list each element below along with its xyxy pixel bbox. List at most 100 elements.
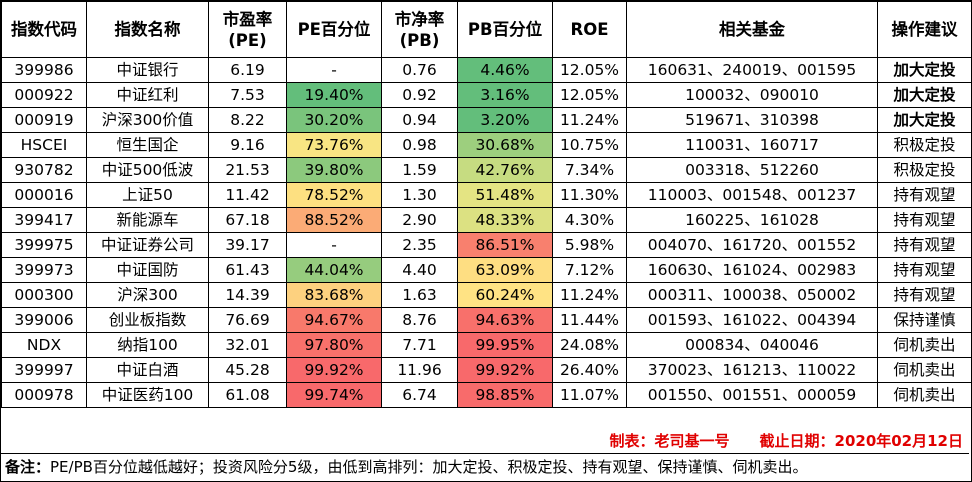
cell-pe-percentile: - (286, 57, 382, 83)
cell-funds: 370023、161213、110022 (626, 357, 878, 383)
cell-pe-percentile: 19.40% (286, 82, 382, 108)
cell-pb-percentile: 99.92% (457, 357, 553, 383)
cell-roe: 11.24% (552, 107, 627, 133)
cell-roe: 11.44% (552, 307, 627, 333)
cell-pb-percentile: 60.24% (457, 282, 553, 308)
note-text: PE/PB百分位越低越好；投资风险分5级，由低到高排列：加大定投、积极定投、持有… (50, 458, 808, 476)
cell-pb: 8.76 (381, 307, 458, 333)
cell-name: 纳指100 (86, 332, 209, 358)
header-pe-percentile: PE百分位 (286, 1, 382, 58)
cell-advice: 伺机卖出 (877, 357, 972, 383)
cell-funds: 160630、161024、002983 (626, 257, 878, 283)
cell-name: 创业板指数 (86, 307, 209, 333)
header-pb-percentile: PB百分位 (457, 1, 553, 58)
cell-funds: 000834、040046 (626, 332, 878, 358)
cell-funds: 110003、001548、001237 (626, 182, 878, 208)
table-row: 000978 中证医药100 61.08 99.74% 6.74 98.85% 11.07%… (1, 382, 972, 408)
cell-roe: 24.08% (552, 332, 627, 358)
cell-pb-percentile: 98.85% (457, 382, 553, 408)
cell-advice: 加大定投 (877, 82, 972, 108)
table-row: 399417 新能源车 67.18 88.52% 2.90 48.33% 4.30% 1602… (1, 207, 972, 233)
cell-advice: 持有观望 (877, 232, 972, 258)
header-roe: ROE (552, 1, 627, 58)
header-name: 指数名称 (86, 1, 209, 58)
cell-code: 000300 (1, 282, 87, 308)
cell-roe: 11.24% (552, 282, 627, 308)
cell-code: 000922 (1, 82, 87, 108)
cell-pb: 1.63 (381, 282, 458, 308)
cell-roe: 7.34% (552, 157, 627, 183)
cell-pe: 61.08 (208, 382, 287, 408)
cell-pe: 32.01 (208, 332, 287, 358)
table-row: 399975 中证证券公司 39.17-2.35 86.51% 5.98% 004070、… (1, 232, 972, 258)
cell-funds: 001550、001551、000059 (626, 382, 878, 408)
cell-funds: 519671、310398 (626, 107, 878, 133)
header-pe: 市盈率 (PE) (208, 1, 287, 58)
cell-pb: 2.90 (381, 207, 458, 233)
index-valuation-table: 指数代码 指数名称 市盈率 (PE) PE百分位 市净率 (PB) PB百分位 RO… (1, 1, 972, 408)
cell-advice: 保持谨慎 (877, 307, 972, 333)
table-row: 000016 上证50 11.42 78.52% 1.30 51.48% 11.30% 110… (1, 182, 972, 208)
cell-advice: 持有观望 (877, 282, 972, 308)
cell-pb: 6.74 (381, 382, 458, 408)
cell-code: 399973 (1, 257, 87, 283)
cell-pe-percentile: 88.52% (286, 207, 382, 233)
cell-pb: 1.30 (381, 182, 458, 208)
cell-roe: 4.30% (552, 207, 627, 233)
cell-pe-percentile: 97.80% (286, 332, 382, 358)
cell-advice: 持有观望 (877, 207, 972, 233)
cell-pb: 7.71 (381, 332, 458, 358)
cell-funds: 160631、240019、001595 (626, 57, 878, 83)
table-row: 000922 中证红利 7.53 19.40% 0.92 3.16% 12.05% 10003… (1, 82, 972, 108)
table-row: 000300 沪深300 14.39 83.68% 1.63 60.24% 11.24% 00… (1, 282, 972, 308)
cell-pb-percentile: 30.68% (457, 132, 553, 158)
table-row: HSCEI 恒生国企 9.16 73.76% 0.98 30.68% 10.75% 11003… (1, 132, 972, 158)
cell-code: 399006 (1, 307, 87, 333)
header-code: 指数代码 (1, 1, 87, 58)
cell-roe: 26.40% (552, 357, 627, 383)
cell-pe: 6.19 (208, 57, 287, 83)
cell-pb-percentile: 48.33% (457, 207, 553, 233)
cell-roe: 11.30% (552, 182, 627, 208)
cell-roe: 7.12% (552, 257, 627, 283)
cell-funds: 160225、161028 (626, 207, 878, 233)
cell-pe: 39.17 (208, 232, 287, 258)
cell-pb-percentile: 4.46% (457, 57, 553, 83)
cell-pe-percentile: 44.04% (286, 257, 382, 283)
cell-pe-percentile: 30.20% (286, 107, 382, 133)
cell-code: 399975 (1, 232, 87, 258)
credit-text: 制表：老司基一号 截止日期：2020年02月12日 (609, 432, 964, 450)
cell-pb-percentile: 51.48% (457, 182, 553, 208)
cell-code: 399986 (1, 57, 87, 83)
cell-pb-percentile: 3.20% (457, 107, 553, 133)
cell-pb-percentile: 3.16% (457, 82, 553, 108)
cell-roe: 12.05% (552, 57, 627, 83)
cell-name: 沪深300 (86, 282, 209, 308)
cell-advice: 伺机卖出 (877, 332, 972, 358)
cell-advice: 持有观望 (877, 182, 972, 208)
cell-advice: 伺机卖出 (877, 382, 972, 408)
cell-pb: 11.96 (381, 357, 458, 383)
cell-pe: 67.18 (208, 207, 287, 233)
cell-code: 399997 (1, 357, 87, 383)
cell-pe-percentile: 73.76% (286, 132, 382, 158)
cell-name: 中证国防 (86, 257, 209, 283)
cell-advice: 积极定投 (877, 132, 972, 158)
cell-pe-percentile: - (286, 232, 382, 258)
cell-pb: 0.98 (381, 132, 458, 158)
cell-pe-percentile: 78.52% (286, 182, 382, 208)
cell-pe: 45.28 (208, 357, 287, 383)
cell-funds: 004070、161720、001552 (626, 232, 878, 258)
cell-pe: 61.43 (208, 257, 287, 283)
cell-pb: 0.76 (381, 57, 458, 83)
cell-pe: 9.16 (208, 132, 287, 158)
cell-roe: 12.05% (552, 82, 627, 108)
table-row: 399997 中证白酒 45.28 99.92% 11.96 99.92% 26.40% 37… (1, 357, 972, 383)
cell-pe: 21.53 (208, 157, 287, 183)
cell-roe: 5.98% (552, 232, 627, 258)
cell-code: 000016 (1, 182, 87, 208)
cell-code: NDX (1, 332, 87, 358)
cell-pb-percentile: 42.76% (457, 157, 553, 183)
table-row: 930782 中证500低波 21.53 39.80% 1.59 42.76% 7.34% 0… (1, 157, 972, 183)
